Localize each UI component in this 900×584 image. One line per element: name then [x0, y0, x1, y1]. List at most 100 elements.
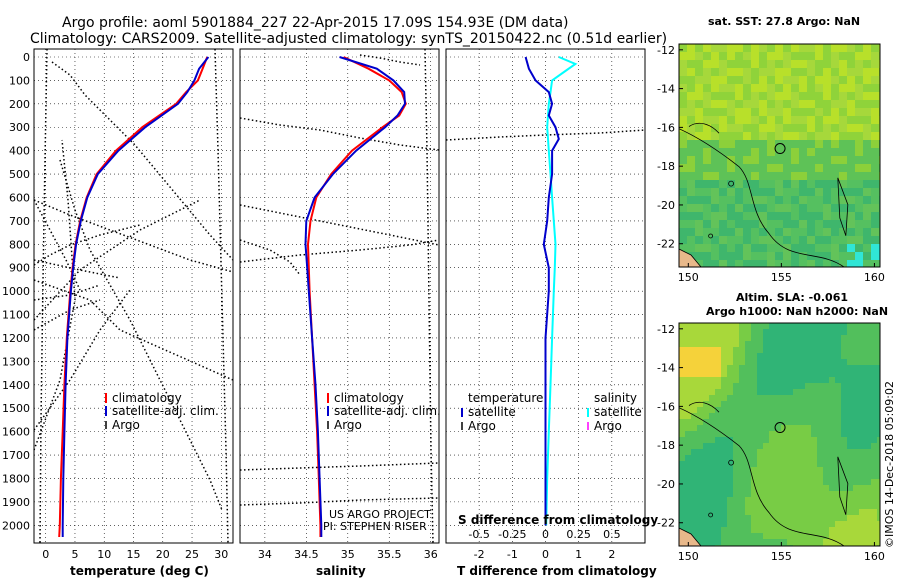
sla-map-subtitle: Argo h1000: NaN h2000: NaN	[706, 305, 888, 318]
map-cell	[739, 509, 746, 516]
map-cell	[847, 236, 856, 245]
map-cell	[735, 196, 744, 205]
map-cell	[721, 329, 728, 336]
map-cell	[817, 509, 824, 516]
map-cell	[703, 539, 710, 546]
map-cell	[877, 413, 880, 420]
map-cell	[841, 395, 848, 402]
map-cell	[823, 377, 830, 384]
map-cell	[811, 479, 818, 486]
map-cell	[703, 132, 712, 141]
map-cell	[815, 52, 824, 61]
map-cell	[719, 172, 728, 181]
map-cell	[817, 371, 824, 378]
map-cell	[697, 473, 704, 480]
map-cell	[727, 44, 736, 53]
map-cell	[781, 509, 788, 516]
map-cell	[697, 491, 704, 498]
map-cell	[775, 323, 782, 330]
map-cell	[847, 100, 856, 109]
map-cell	[679, 196, 688, 205]
map-cell	[871, 347, 878, 354]
map-cell	[811, 341, 818, 348]
map-cell	[743, 108, 752, 117]
map-cell	[811, 485, 818, 492]
map-cell	[709, 389, 716, 396]
map-cell	[697, 341, 704, 348]
map-cell	[727, 212, 736, 221]
map-cell	[697, 461, 704, 468]
map-cell	[823, 244, 832, 253]
map-cell	[727, 220, 736, 229]
map-cell	[715, 479, 722, 486]
map-cell	[739, 383, 746, 390]
map-cell	[793, 479, 800, 486]
map-cell	[715, 323, 722, 330]
map-cell	[831, 68, 840, 77]
map-cell	[793, 425, 800, 432]
map-cell	[793, 509, 800, 516]
map-cell	[739, 467, 746, 474]
map-cell	[847, 92, 856, 101]
map-cell	[703, 220, 712, 229]
map-cell	[679, 485, 686, 492]
map-cell	[805, 395, 812, 402]
sst-map-title: sat. SST: 27.8 Argo: NaN	[708, 15, 860, 28]
s-diff-tick-label: 0	[542, 528, 549, 541]
map-cell	[871, 188, 880, 197]
map-cell	[695, 228, 704, 237]
map-cell	[877, 527, 880, 534]
map-cell	[817, 521, 824, 528]
island-marker	[728, 459, 735, 466]
map-cell	[847, 180, 856, 189]
map-cell	[691, 491, 698, 498]
map-cell	[811, 443, 818, 450]
map-cell	[697, 455, 704, 462]
map-cell	[815, 124, 824, 133]
map-cell	[697, 395, 704, 402]
map-cell	[847, 124, 856, 133]
land-shape	[679, 527, 702, 546]
map-cell	[719, 116, 728, 125]
map-cell	[817, 341, 824, 348]
legend-satellite: satellite-adj. clim.	[112, 404, 219, 418]
map-cell	[687, 244, 696, 253]
map-cell	[751, 148, 760, 157]
map-cell	[823, 92, 832, 101]
map-cell	[799, 84, 808, 93]
map-cell	[807, 124, 816, 133]
map-cell	[781, 323, 788, 330]
map-cell	[695, 164, 704, 173]
map-cell	[775, 260, 784, 267]
map-cell	[805, 491, 812, 498]
map-cell	[739, 359, 746, 366]
map-cell	[799, 140, 808, 149]
map-cell	[709, 473, 716, 480]
map-cell	[735, 140, 744, 149]
map-cell	[757, 365, 764, 372]
map-cell	[799, 491, 806, 498]
map-cell	[759, 164, 768, 173]
map-cell	[735, 132, 744, 141]
map-cell	[767, 60, 776, 69]
map-cell	[757, 323, 764, 330]
map-cell	[687, 108, 696, 117]
map-cell	[815, 132, 824, 141]
map-cell	[829, 437, 836, 444]
map-cell	[865, 389, 872, 396]
map-cell	[783, 124, 792, 133]
map-cell	[871, 365, 878, 372]
map-cell	[711, 124, 720, 133]
map-cell	[811, 461, 818, 468]
map-cell	[823, 383, 830, 390]
map-cell	[871, 533, 878, 540]
map-cell	[871, 473, 878, 480]
map-cell	[703, 485, 710, 492]
map-cell	[719, 60, 728, 69]
map-cell	[783, 252, 792, 261]
map-cell	[759, 92, 768, 101]
map-cell	[695, 252, 704, 261]
map-cell	[841, 341, 848, 348]
map-cell	[863, 196, 872, 205]
map-cell	[863, 108, 872, 117]
